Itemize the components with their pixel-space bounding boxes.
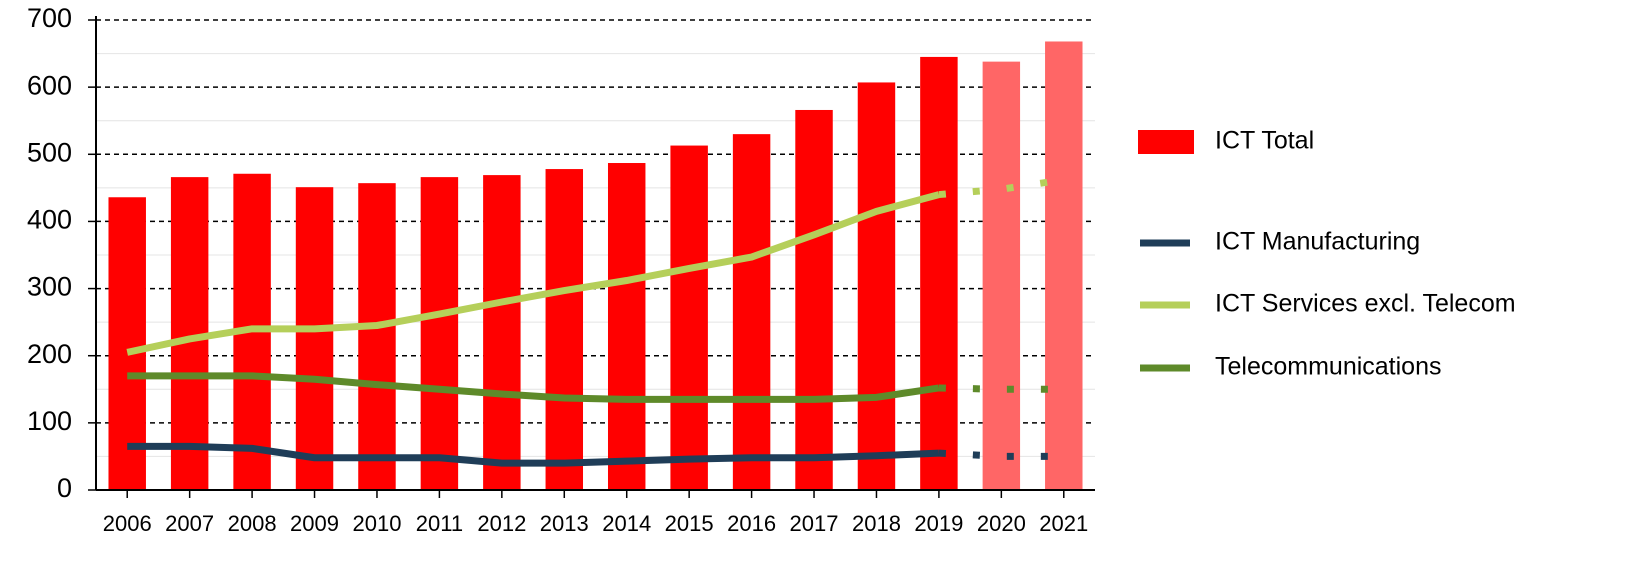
x-tick-label: 2014	[602, 511, 651, 536]
x-tick-label: 2018	[852, 511, 901, 536]
forecast-line	[938, 384, 1064, 393]
legend-swatch	[1138, 130, 1194, 154]
y-tick-label: 700	[27, 3, 72, 33]
legend-label: ICT Total	[1215, 127, 1314, 155]
x-tick-label: 2017	[790, 511, 839, 536]
line	[126, 191, 940, 356]
x-tick-label: 2006	[103, 511, 152, 536]
y-tick-label: 0	[57, 473, 72, 503]
x-tick-label: 2020	[977, 511, 1026, 536]
bar	[982, 61, 1021, 490]
y-tick-label: 100	[27, 406, 72, 436]
bar	[295, 187, 334, 490]
y-tick-label: 400	[27, 205, 72, 235]
forecast-line	[938, 176, 1065, 199]
bar	[920, 56, 958, 491]
forecast-line	[938, 449, 1064, 460]
line	[127, 372, 940, 403]
x-tick-label: 2013	[540, 511, 589, 536]
line	[127, 442, 940, 467]
x-tick-label: 2009	[290, 511, 339, 536]
bar	[358, 183, 396, 490]
bar	[607, 163, 646, 490]
bar	[857, 82, 896, 490]
x-tick-label: 2012	[477, 511, 526, 536]
y-tick-label: 300	[27, 272, 72, 302]
x-tick-label: 2010	[352, 511, 401, 536]
bar	[1045, 41, 1083, 490]
x-tick-label: 2007	[165, 511, 214, 536]
x-tick-label: 2015	[665, 511, 714, 536]
legend-label: ICT Manufacturing	[1215, 228, 1420, 256]
x-tick-label: 2008	[228, 511, 277, 536]
y-tick-label: 500	[27, 137, 72, 167]
x-tick-label: 2019	[914, 511, 963, 536]
legend-label: Telecommunications	[1215, 353, 1442, 381]
bar	[483, 175, 521, 490]
y-tick-label: 200	[27, 339, 72, 369]
bar	[732, 134, 771, 490]
bar	[670, 145, 708, 491]
bar	[545, 169, 584, 491]
y-tick-label: 600	[27, 70, 72, 100]
x-tick-label: 2016	[727, 511, 776, 536]
bar	[108, 197, 146, 490]
bar	[795, 109, 833, 490]
x-tick-label: 2021	[1039, 511, 1088, 536]
x-tick-label: 2011	[416, 511, 463, 536]
legend-label: ICT Services excl. Telecom	[1215, 290, 1516, 318]
bar	[420, 177, 459, 490]
